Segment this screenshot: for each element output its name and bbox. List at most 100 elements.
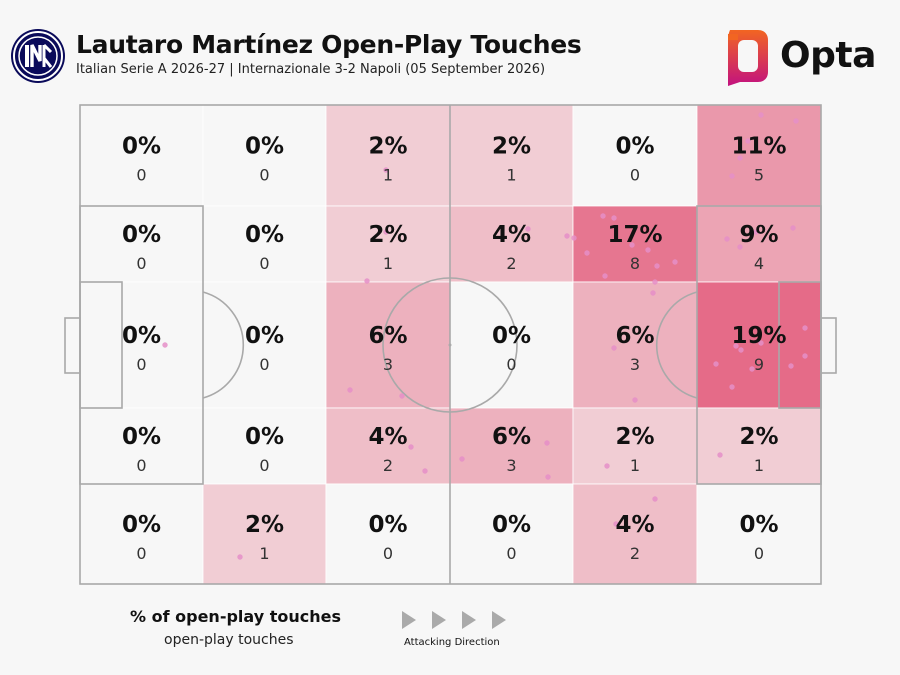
- touch-point: [672, 259, 678, 265]
- cell-percentage: 6%: [615, 323, 654, 349]
- touch-point: [611, 345, 617, 351]
- heatmap-cell: [202, 205, 327, 283]
- heatmap-cell: [325, 483, 451, 585]
- touch-point: [802, 325, 808, 331]
- touch-point: [652, 279, 658, 285]
- heatmap-cell: [325, 205, 451, 283]
- cell-percentage: 2%: [739, 424, 778, 450]
- touch-point: [600, 213, 606, 219]
- cell-percentage: 4%: [492, 222, 531, 248]
- cell-percentage: 0%: [245, 222, 284, 248]
- heatmap-cell: [696, 483, 822, 585]
- cell-percentage: 2%: [368, 222, 407, 248]
- touch-point: [713, 361, 719, 367]
- touch-point: [571, 235, 577, 241]
- opta-logo: Opta: [718, 26, 876, 88]
- touch-point: [422, 468, 428, 474]
- cell-count: 1: [383, 166, 393, 185]
- cell-percentage: 6%: [492, 424, 531, 450]
- cell-percentage: 0%: [368, 512, 407, 538]
- cell-percentage: 0%: [492, 512, 531, 538]
- touch-point: [613, 521, 619, 527]
- touch-point: [237, 554, 243, 560]
- cell-count: 9: [754, 355, 764, 374]
- cell-count: 0: [630, 166, 640, 185]
- heatmap-cell: [79, 205, 204, 283]
- cell-percentage: 4%: [368, 424, 407, 450]
- cell-count: 3: [506, 456, 516, 475]
- touch-point: [564, 233, 570, 239]
- heatmap-cell: [449, 281, 574, 409]
- cell-count: 0: [136, 544, 146, 563]
- cell-percentage: 0%: [739, 512, 778, 538]
- touch-point: [545, 474, 551, 480]
- heatmap-cell: [79, 104, 204, 207]
- cell-percentage: 0%: [245, 424, 284, 450]
- touch-point: [729, 384, 735, 390]
- touch-point: [652, 496, 658, 502]
- cell-count: 3: [383, 355, 393, 374]
- touch-point: [347, 387, 353, 393]
- heatmap-cell: [325, 281, 451, 409]
- attacking-direction-arrows-icon: [402, 611, 506, 629]
- heatmap-cell: [696, 281, 822, 409]
- touch-point: [650, 290, 656, 296]
- heatmap-cell: [696, 407, 822, 485]
- opta-wordmark: Opta: [780, 35, 876, 76]
- touch-point: [459, 456, 465, 462]
- cell-count: 2: [506, 254, 516, 273]
- touch-point: [162, 342, 168, 348]
- left-penalty-arc: [202, 291, 245, 399]
- heatmap-cell: [449, 104, 574, 207]
- centre-circle: [382, 277, 518, 413]
- touch-point: [717, 452, 723, 458]
- touch-point: [632, 397, 638, 403]
- heatmap-cell: [202, 104, 327, 207]
- cell-percentage: 0%: [122, 222, 161, 248]
- cell-count: 3: [630, 355, 640, 374]
- heatmap-cell: [79, 281, 204, 409]
- touch-point: [737, 244, 743, 250]
- cell-percentage: 0%: [122, 323, 161, 349]
- touch-point: [758, 340, 764, 346]
- heatmap-cell: [79, 407, 204, 485]
- centre-spot: [448, 343, 452, 347]
- touch-point: [383, 167, 389, 173]
- heatmap-cell: [449, 205, 574, 283]
- touch-point: [654, 263, 660, 269]
- heatmap-cell: [202, 483, 327, 585]
- cell-count: 2: [630, 544, 640, 563]
- attacking-direction-label: Attacking Direction: [404, 637, 500, 648]
- cell-percentage: 2%: [245, 512, 284, 538]
- touch-point: [793, 118, 799, 124]
- header: Lautaro Martínez Open-Play Touches Itali…: [0, 0, 900, 100]
- cell-percentage: 2%: [492, 134, 531, 160]
- cell-count: 1: [506, 166, 516, 185]
- cell-count: 4: [754, 254, 764, 273]
- heatmap-cell: [325, 407, 451, 485]
- touch-point: [729, 173, 735, 179]
- legend-sublabel: open-play touches: [164, 632, 294, 648]
- cell-count: 0: [136, 166, 146, 185]
- heatmap-cell: [449, 407, 574, 485]
- cell-count: 0: [506, 544, 516, 563]
- cell-percentage: 2%: [368, 134, 407, 160]
- touch-point: [544, 440, 550, 446]
- cell-percentage: 0%: [245, 134, 284, 160]
- heatmap-cell: [572, 104, 698, 207]
- touch-point: [525, 226, 531, 232]
- cell-count: 1: [754, 456, 764, 475]
- cell-percentage: 0%: [122, 424, 161, 450]
- touch-point: [602, 273, 608, 279]
- cell-percentage: 0%: [492, 323, 531, 349]
- touch-point: [758, 112, 764, 118]
- cell-percentage: 4%: [615, 512, 654, 538]
- page-title: Lautaro Martínez Open-Play Touches: [76, 30, 582, 59]
- touch-point: [788, 363, 794, 369]
- cell-count: 2: [383, 456, 393, 475]
- touch-point: [399, 393, 405, 399]
- cell-count: 0: [136, 254, 146, 273]
- touch-point: [408, 444, 414, 450]
- touch-point: [584, 250, 590, 256]
